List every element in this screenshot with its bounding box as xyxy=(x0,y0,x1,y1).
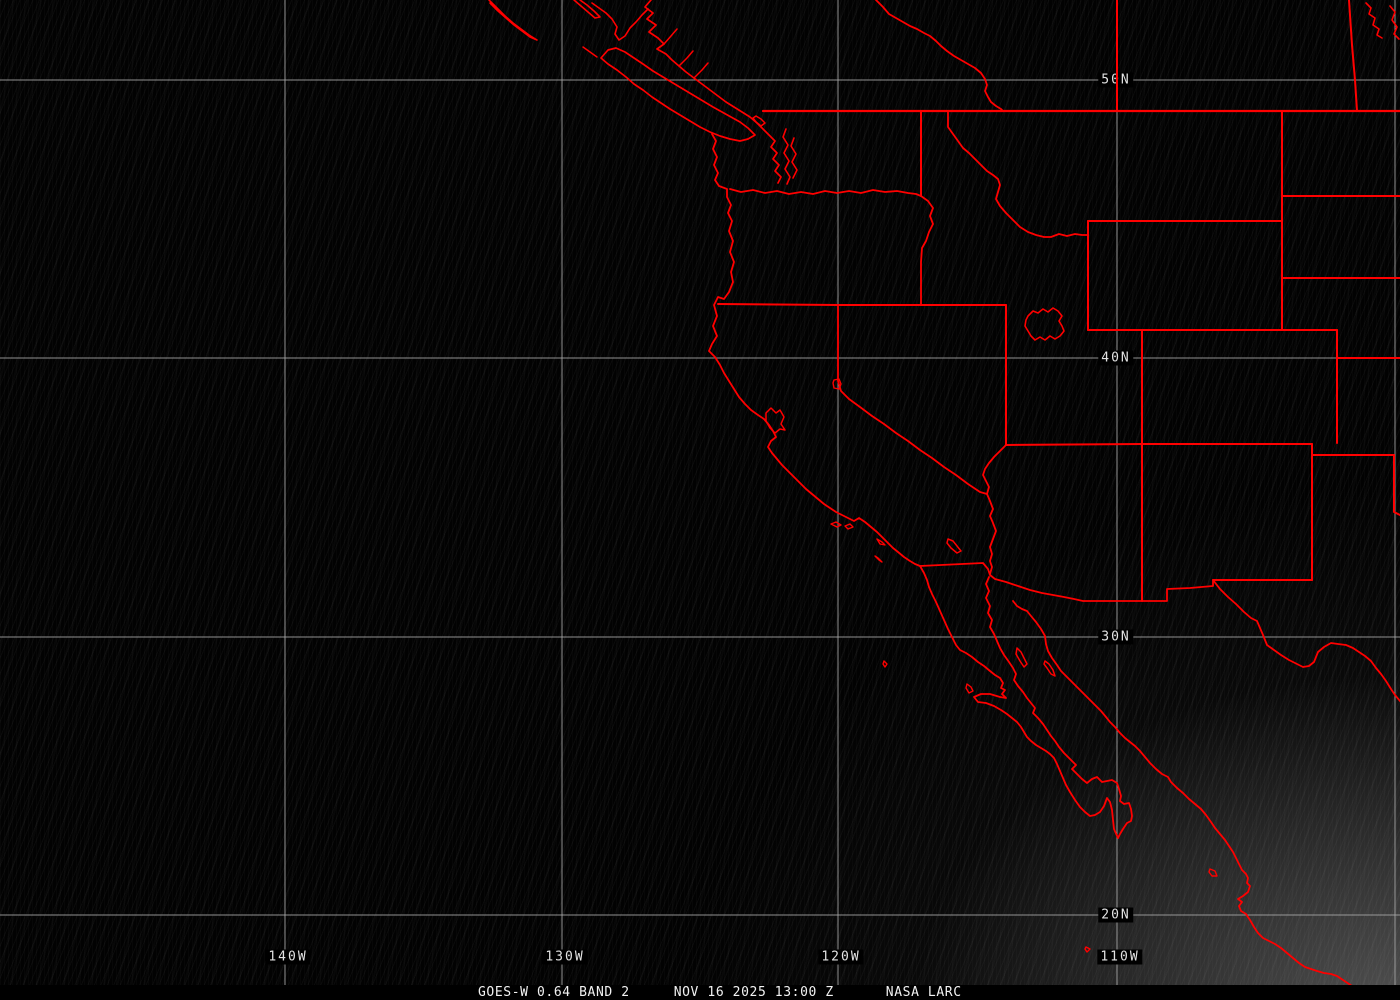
feature-islands-bc-fragment-3 xyxy=(591,2,649,41)
feature-bay-san-francisco xyxy=(765,407,786,434)
grid-label-110W: 110W xyxy=(1097,949,1143,965)
feature-border-us-mexico-west xyxy=(919,562,1214,602)
feature-islands-bc-north-tip xyxy=(582,46,598,58)
feature-coast-puget-sound-2 xyxy=(790,137,798,179)
feature-border-colorado-river xyxy=(982,444,1007,575)
feature-coast-baja-pacific xyxy=(919,565,1119,839)
caption-product: GOES-W 0.64 BAND 2 xyxy=(478,985,630,1000)
feature-coast-bc-mainland xyxy=(644,0,782,184)
feature-coast-sonora-sinaloa xyxy=(1012,600,1353,985)
feature-coast-puget-sound-1 xyxy=(782,128,791,185)
feature-island-cedros xyxy=(965,683,974,694)
feature-border-42n xyxy=(717,303,1007,306)
feature-coast-wa-or-ca xyxy=(708,133,921,567)
caption-credit: NASA LARC xyxy=(885,985,962,1000)
feature-island-tres-marias xyxy=(1084,946,1091,953)
grid-label-140W: 140W xyxy=(265,949,311,965)
feature-lake-salton-sea xyxy=(946,538,962,554)
caption-datetime: NOV 16 2025 13:00 Z xyxy=(673,985,834,1000)
feature-border-id-mt-divide xyxy=(947,110,1089,238)
feature-island-angel-de-la-guarda xyxy=(1015,647,1028,668)
feature-border-or-id-snake xyxy=(920,195,934,306)
feature-fjord-spur-3 xyxy=(693,62,709,79)
caption-bar: GOES-W 0.64 BAND 2 NOV 16 2025 13:00 Z NAS… xyxy=(0,985,1400,1000)
feature-islands-haida-fragment xyxy=(488,0,538,41)
feature-fjord-spur-1 xyxy=(663,28,678,45)
feature-border-bc-ab-divide xyxy=(875,0,1004,112)
feature-lakes-manitoba-2 xyxy=(1389,5,1400,40)
feature-island-channel-1 xyxy=(830,521,842,528)
feature-fjord-spur-2 xyxy=(678,50,694,67)
feature-island-isabel xyxy=(1208,868,1218,877)
feature-islands-bc-fragment-2 xyxy=(573,0,601,19)
feature-islands-san-juan xyxy=(752,115,766,127)
feature-border-rio-grande xyxy=(1212,579,1400,702)
feature-border-sk-mb-102w xyxy=(1348,0,1358,112)
feature-island-tiburon xyxy=(1043,660,1056,677)
feature-border-ca-nv xyxy=(837,304,988,495)
feature-island-catalina xyxy=(876,538,886,546)
feature-island-vancouver xyxy=(600,47,756,142)
feature-lake-great-salt xyxy=(1024,307,1065,341)
feature-coast-baja-gulf xyxy=(985,576,1133,839)
feature-lake-tahoe xyxy=(832,378,842,390)
feature-island-san-clemente xyxy=(874,555,883,563)
feature-border-tx-ok-100w xyxy=(1393,454,1400,516)
grid-label-40N: 40N xyxy=(1098,350,1134,366)
feature-border-37n xyxy=(1005,443,1313,446)
grid-label-30N: 30N xyxy=(1098,629,1134,645)
feature-border-wa-or-columbia xyxy=(729,188,922,197)
caption-text: GOES-W 0.64 BAND 2 NOV 16 2025 13:00 Z NAS… xyxy=(478,985,962,1000)
feature-island-channel-2 xyxy=(844,523,854,530)
grid-label-120W: 120W xyxy=(818,949,864,965)
grid-label-130W: 130W xyxy=(542,949,588,965)
feature-island-guadalupe xyxy=(882,660,888,668)
grid-label-20N: 20N xyxy=(1098,907,1134,923)
feature-lakes-manitoba-1 xyxy=(1365,2,1383,39)
